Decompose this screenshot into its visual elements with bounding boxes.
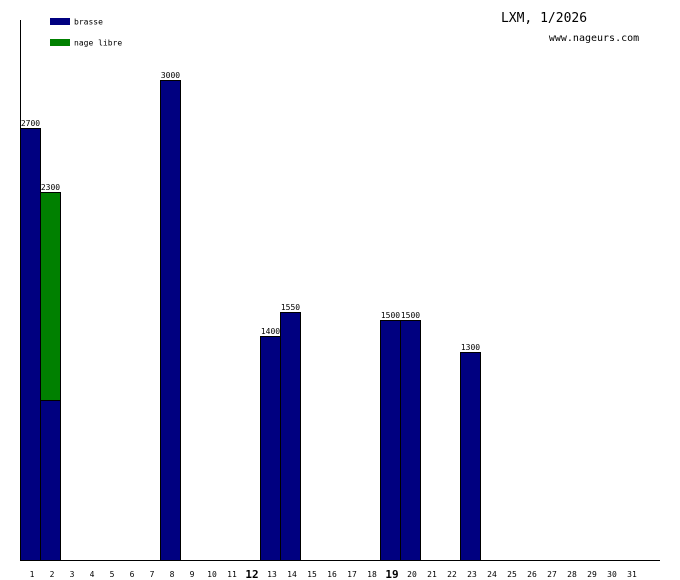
x-tick-31: 31 bbox=[627, 570, 637, 579]
bar-19-series-1 bbox=[380, 320, 401, 561]
x-tick-16: 16 bbox=[327, 570, 337, 579]
bar-8-series-1 bbox=[160, 80, 181, 561]
x-tick-6: 6 bbox=[130, 570, 135, 579]
bar-13-series-1 bbox=[260, 336, 281, 561]
x-tick-11: 11 bbox=[227, 570, 237, 579]
x-tick-4: 4 bbox=[90, 570, 95, 579]
legend-label-2: nage libre bbox=[74, 39, 122, 48]
data-label-13: 1400 bbox=[261, 327, 280, 336]
x-tick-13: 13 bbox=[267, 570, 277, 579]
x-tick-3: 3 bbox=[70, 570, 75, 579]
x-tick-26: 26 bbox=[527, 570, 537, 579]
data-label-19: 1500 bbox=[381, 311, 400, 320]
x-tick-12: 12 bbox=[245, 568, 258, 580]
data-label-20: 1500 bbox=[401, 311, 420, 320]
data-label-2: 2300 bbox=[41, 183, 60, 192]
x-tick-27: 27 bbox=[547, 570, 557, 579]
data-label-8: 3000 bbox=[161, 71, 180, 80]
data-label-14: 1550 bbox=[281, 303, 300, 312]
x-tick-23: 23 bbox=[467, 570, 477, 579]
data-label-1: 2700 bbox=[21, 119, 40, 128]
x-tick-20: 20 bbox=[407, 570, 417, 579]
x-tick-29: 29 bbox=[587, 570, 597, 579]
x-tick-10: 10 bbox=[207, 570, 217, 579]
x-tick-1: 1 bbox=[30, 570, 35, 579]
x-tick-18: 18 bbox=[367, 570, 377, 579]
legend-swatch-2 bbox=[50, 39, 70, 46]
x-tick-30: 30 bbox=[607, 570, 617, 579]
x-tick-5: 5 bbox=[110, 570, 115, 579]
x-tick-22: 22 bbox=[447, 570, 457, 579]
data-labels-group: 2700 2300 3000 1400 1550 1500 1500 1300 bbox=[21, 71, 480, 352]
legend-label-1: brasse bbox=[74, 18, 103, 27]
x-tick-19: 19 bbox=[385, 568, 398, 580]
x-tick-21: 21 bbox=[427, 570, 437, 579]
chart-subtitle: www.nageurs.com bbox=[549, 33, 639, 44]
bar-2-series-2 bbox=[40, 192, 61, 401]
x-tick-2: 2 bbox=[50, 570, 55, 579]
chart-title: LXM, 1/2026 bbox=[501, 11, 587, 26]
x-tick-25: 25 bbox=[507, 570, 517, 579]
x-tick-28: 28 bbox=[567, 570, 577, 579]
x-tick-labels: 1 2 3 4 5 6 7 8 9 10 11 12 13 14 15 16 17 18 19 20 21 22 23 24 2… bbox=[30, 568, 637, 580]
legend: brasse nage libre bbox=[50, 18, 122, 48]
bars-group bbox=[20, 80, 481, 561]
x-tick-17: 17 bbox=[347, 570, 357, 579]
x-tick-7: 7 bbox=[150, 570, 155, 579]
x-tick-8: 8 bbox=[170, 570, 175, 579]
x-tick-15: 15 bbox=[307, 570, 317, 579]
x-tick-24: 24 bbox=[487, 570, 497, 579]
bar-20-series-1 bbox=[400, 320, 421, 561]
data-label-23: 1300 bbox=[461, 343, 480, 352]
x-tick-14: 14 bbox=[287, 570, 297, 579]
bar-2-series-1 bbox=[40, 400, 61, 561]
bar-23-series-1 bbox=[460, 352, 481, 561]
x-tick-9: 9 bbox=[190, 570, 195, 579]
bar-1-series-1 bbox=[20, 128, 41, 561]
bar-14-series-1 bbox=[280, 312, 301, 561]
legend-swatch-1 bbox=[50, 18, 70, 25]
